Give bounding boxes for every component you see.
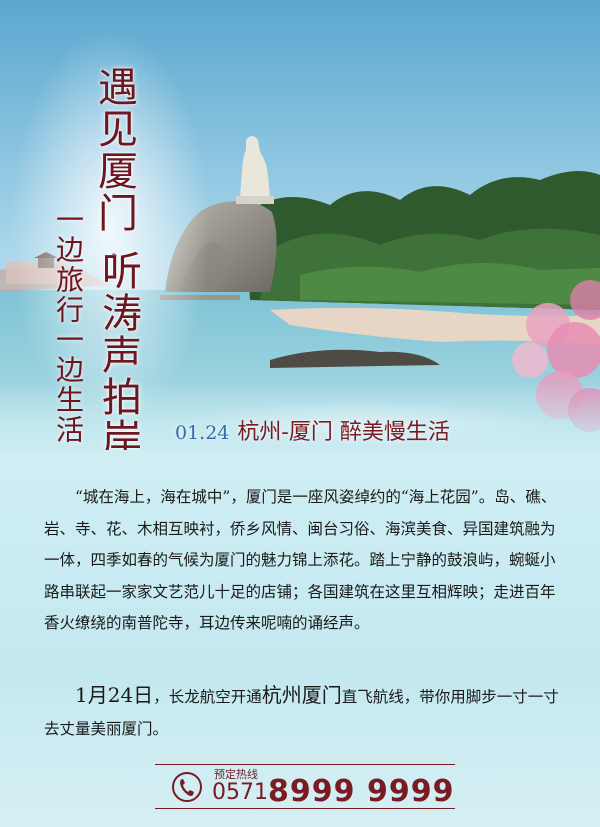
route-text-b: 直飞航线，带你用脚步一寸一寸去丈量美丽厦门。 <box>44 688 559 738</box>
hotline-area-code: 0571 <box>212 780 268 805</box>
intro-paragraph: “城在海上，海在城中”，厦门是一座风姿绰约的“海上花园”。岛、礁、岩、寺、花、木… <box>44 488 557 632</box>
route-text-a: ，长龙航空开通 <box>153 688 262 706</box>
hotline-number[interactable]: 8999 9999 <box>268 774 455 809</box>
tagline-text: 杭州-厦门 醉美慢生活 <box>237 420 450 445</box>
headline-title-part1: 遇见厦门· <box>91 66 137 282</box>
headline-title-part2: 听涛声拍岸 <box>95 250 141 460</box>
hotline-divider-bottom <box>155 808 455 809</box>
tagline: 01.24 杭州-厦门 醉美慢生活 <box>175 414 450 446</box>
route-cities: 杭州厦门 <box>261 683 342 707</box>
tagline-date: 01.24 <box>175 422 230 444</box>
xiamen-coast-illustration <box>0 0 600 450</box>
phone-icon <box>172 772 202 802</box>
route-date: 1月24日 <box>75 683 154 707</box>
hero-photo <box>0 0 600 450</box>
hotline-divider-top <box>155 764 455 765</box>
hotline-label: 预定热线 <box>214 768 258 781</box>
route-paragraph: 1月24日，长龙航空开通杭州厦门直飞航线，带你用脚步一寸一寸去丈量美丽厦门。 <box>44 680 564 745</box>
headline-subtitle: 一边旅行一边生活 <box>52 205 85 445</box>
